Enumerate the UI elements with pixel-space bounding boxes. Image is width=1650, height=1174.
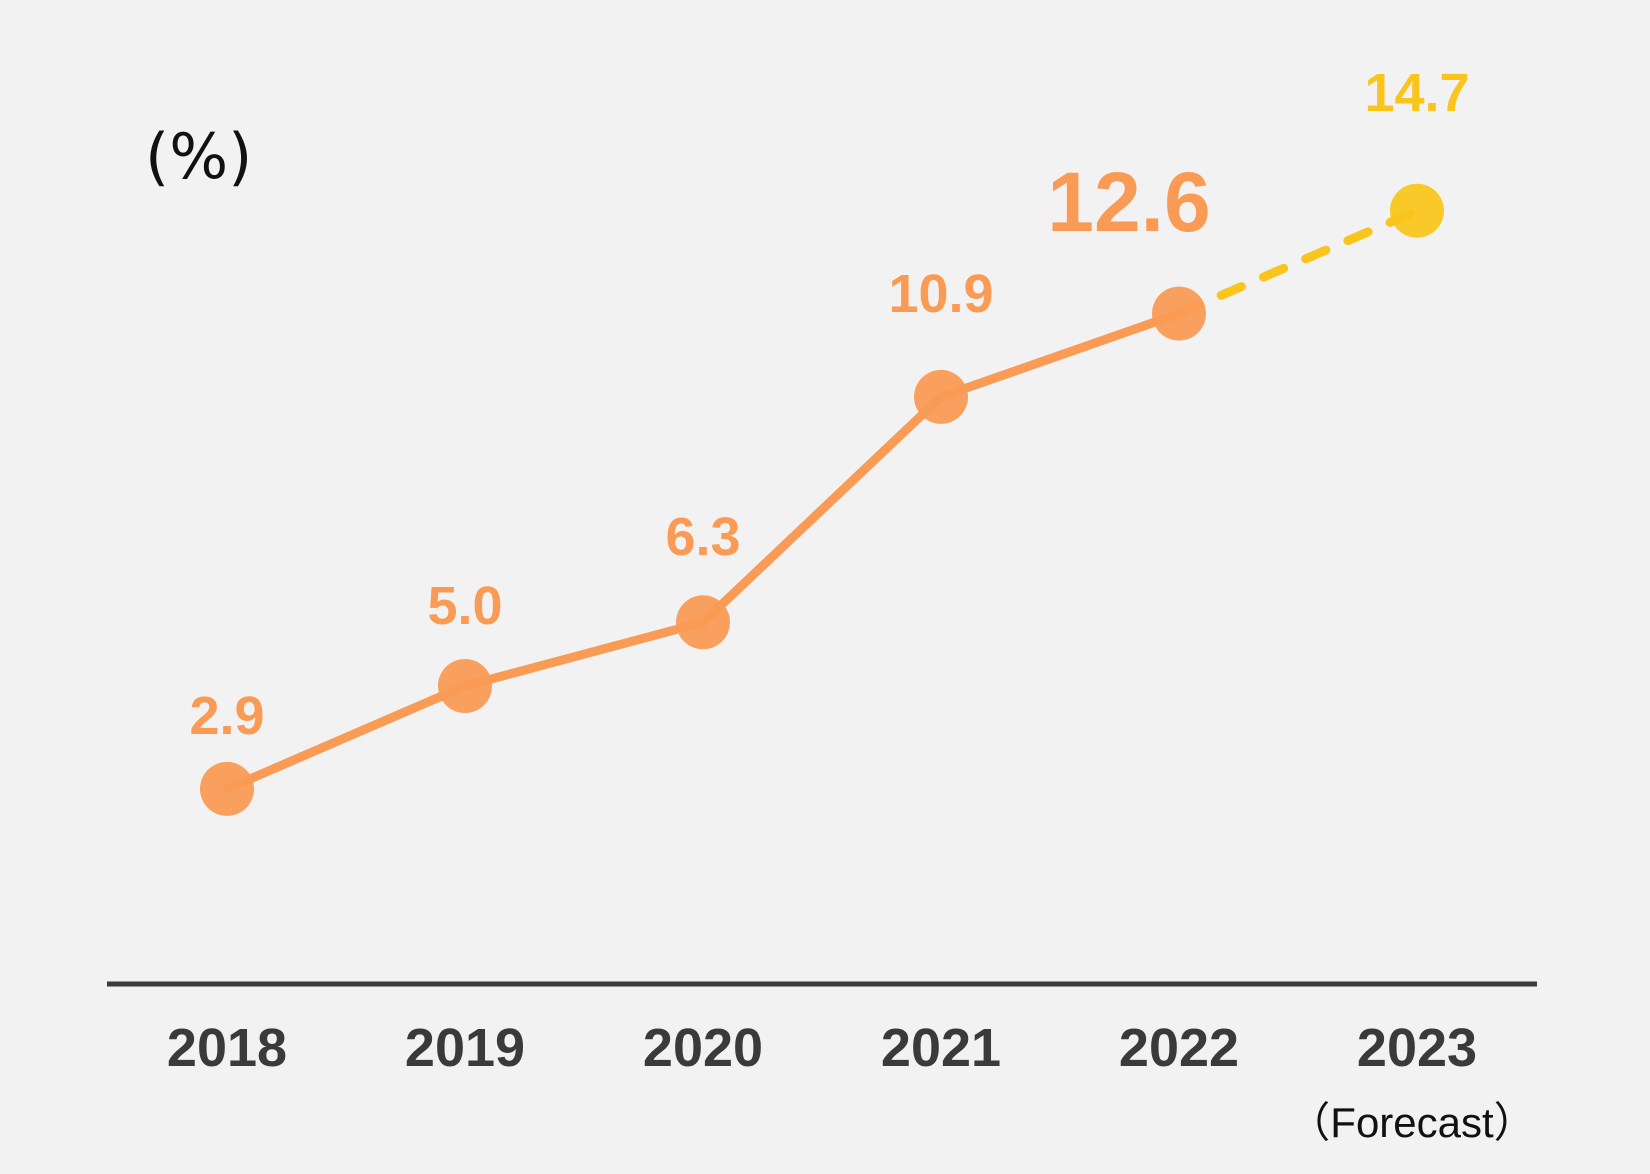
series-lines bbox=[222, 206, 1422, 794]
line-segment bbox=[698, 392, 946, 627]
data-point-2019 bbox=[438, 659, 492, 713]
x-tick-labels: 2018 2019 2020 2021 2022 2023 bbox=[167, 1018, 1477, 1078]
data-point-2021 bbox=[914, 369, 968, 424]
data-label-2021: 10.9 bbox=[888, 264, 993, 324]
y-unit-label: (%) bbox=[145, 120, 252, 193]
x-tick-2019: 2019 bbox=[405, 1018, 525, 1078]
data-points bbox=[200, 183, 1444, 816]
line-segment bbox=[222, 681, 470, 794]
line-segment bbox=[936, 309, 1184, 402]
line-segment bbox=[460, 617, 708, 691]
data-label-2022: 12.6 bbox=[1047, 155, 1211, 249]
x-tick-2021: 2021 bbox=[881, 1018, 1001, 1078]
x-tick-2022: 2022 bbox=[1119, 1018, 1239, 1078]
data-point-2023 bbox=[1390, 183, 1444, 238]
data-label-2019: 5.0 bbox=[427, 576, 502, 636]
data-point-2022 bbox=[1152, 286, 1206, 341]
data-label-2020: 6.3 bbox=[665, 507, 740, 567]
forecast-segment bbox=[1174, 206, 1422, 319]
data-point-2020 bbox=[676, 595, 730, 650]
data-point-2018 bbox=[200, 761, 254, 816]
x-tick-2023: 2023 bbox=[1357, 1018, 1477, 1078]
forecast-note: （Forecast） bbox=[1288, 1099, 1535, 1146]
data-label-2018: 2.9 bbox=[189, 686, 264, 746]
data-label-2023: 14.7 bbox=[1364, 63, 1469, 123]
data-labels: 2.9 5.0 6.3 10.9 12.6 14.7 bbox=[189, 63, 1469, 746]
x-tick-2020: 2020 bbox=[643, 1018, 763, 1078]
x-tick-2018: 2018 bbox=[167, 1018, 287, 1078]
